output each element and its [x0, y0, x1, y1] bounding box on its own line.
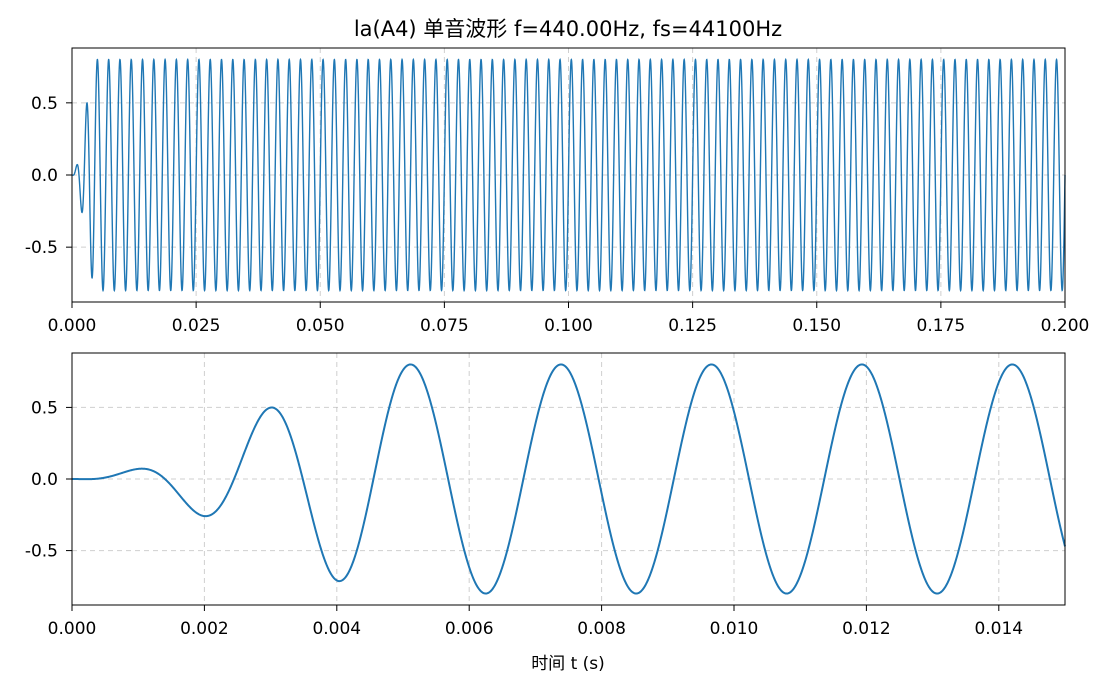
bottom-plot-ticks: 0.000 0.002 0.004 0.006 0.008 0.010 0.012 0.014… [25, 398, 1023, 639]
x-tick-label: 0.002 [180, 619, 229, 639]
y-tick-label: 0.0 [31, 470, 58, 490]
bottom-plot-grid [71, 353, 1065, 605]
x-tick-label: 0.012 [842, 619, 891, 639]
x-tick-label: 0.075 [420, 316, 469, 336]
y-tick-label: 0.5 [31, 398, 58, 418]
x-tick-label: 0.000 [48, 619, 97, 639]
top-waveform-line [71, 57, 1066, 293]
x-tick-label: 0.008 [577, 619, 626, 639]
x-tick-label: 0.004 [312, 619, 361, 639]
x-tick-label: 0.175 [917, 316, 966, 336]
bottom-plot-xlabel: 时间 t (s) [531, 654, 605, 674]
bottom-waveform-line [72, 363, 1066, 595]
x-tick-label: 0.050 [296, 316, 345, 336]
y-tick-label: -0.5 [25, 238, 58, 258]
x-tick-label: 0.150 [792, 316, 841, 336]
x-tick-label: 0.200 [1041, 316, 1090, 336]
x-tick-label: 0.000 [48, 316, 97, 336]
y-tick-label: 0.5 [31, 94, 58, 114]
x-tick-label: 0.014 [974, 619, 1023, 639]
x-tick-label: 0.006 [445, 619, 494, 639]
x-tick-label: 0.010 [710, 619, 759, 639]
x-tick-label: 0.125 [668, 316, 717, 336]
top-waveform-plot: la(A4) 单音波形 f=440.00Hz, fs=44100Hz 0.000… [25, 17, 1090, 336]
bottom-waveform-plot: 0.000 0.002 0.004 0.006 0.008 0.010 0.012 0.014… [25, 352, 1066, 674]
x-tick-label: 0.025 [172, 316, 221, 336]
top-plot-title: la(A4) 单音波形 f=440.00Hz, fs=44100Hz [354, 17, 782, 41]
y-tick-label: 0.0 [31, 166, 58, 186]
y-tick-label: -0.5 [25, 542, 58, 562]
top-plot-ticks: 0.000 0.025 0.050 0.075 0.100 0.125 0.150 0.175… [25, 94, 1090, 336]
x-tick-label: 0.100 [544, 316, 593, 336]
